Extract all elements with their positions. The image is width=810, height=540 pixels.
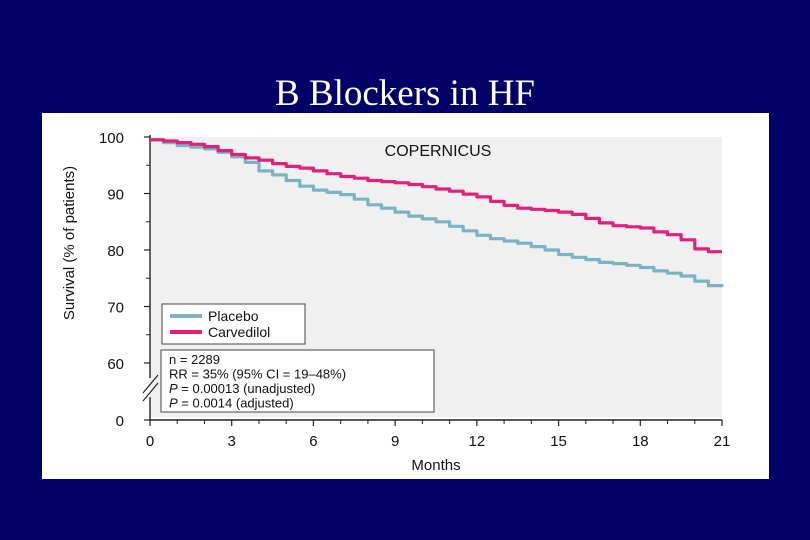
x-tick-label: 9 xyxy=(391,433,399,450)
stats-line: RR = 35% (95% CI = 19–48%) xyxy=(169,367,346,382)
series-line-carvedilol xyxy=(150,138,722,254)
slide-title: B Blockers in HF xyxy=(274,73,536,114)
y-tick-label: 80 xyxy=(107,243,124,260)
legend-label: Carvedilol xyxy=(208,324,270,340)
axis-break-mark xyxy=(142,382,159,402)
legend-label: Placebo xyxy=(208,308,259,324)
x-tick-label: 18 xyxy=(632,433,649,450)
x-tick-label: 3 xyxy=(228,433,236,450)
x-tick-label: 6 xyxy=(309,433,317,450)
stats-line: P = 0.0014 (adjusted) xyxy=(169,396,294,411)
chart-title: COPERNICUS xyxy=(385,143,492,160)
chart-panel: 0 60 70 80 90 100 0 3 6 9 12 15 18 21 Months Survival (… xyxy=(42,113,769,479)
y-tick-label: 90 xyxy=(107,187,124,204)
x-tick-label: 12 xyxy=(469,433,486,450)
x-tick-label: 15 xyxy=(550,433,567,450)
y-tick-label: 70 xyxy=(107,300,124,317)
stats-frame xyxy=(160,349,435,413)
female-symbol-icon xyxy=(749,460,764,475)
x-tick-label: 0 xyxy=(146,433,154,450)
x-tick-label: 21 xyxy=(714,433,731,450)
y-tick-label: 0 xyxy=(116,413,124,430)
y-tick-label: 100 xyxy=(99,130,124,147)
legend-box xyxy=(161,303,306,345)
y-tick-label: 60 xyxy=(107,356,124,373)
y-axis-label: Survival (% of patients) xyxy=(61,166,78,320)
series-line-placebo xyxy=(150,138,724,288)
x-axis-label: Months xyxy=(411,457,460,474)
stats-line: P = 0.00013 (unadjusted) xyxy=(169,381,315,396)
stats-line: n = 2289 xyxy=(169,352,220,367)
axis-break-mark xyxy=(142,374,159,394)
survival-chart: 0 60 70 80 90 100 0 3 6 9 12 15 18 21 Months Survival (… xyxy=(61,130,731,474)
